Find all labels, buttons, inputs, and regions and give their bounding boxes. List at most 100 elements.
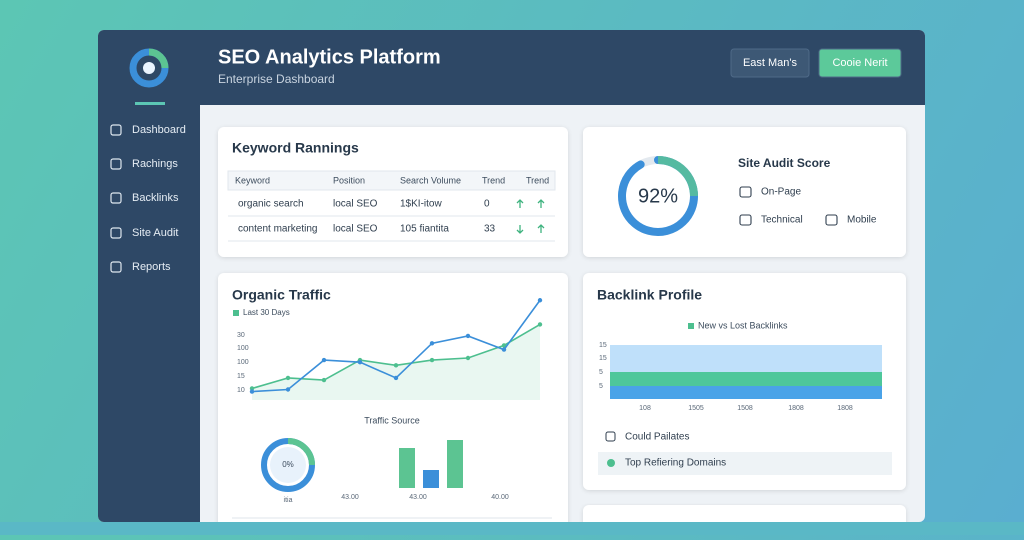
- legend-swatch: [688, 323, 694, 329]
- y-label: 100: [237, 359, 249, 366]
- y-label: 15: [599, 355, 607, 362]
- point: [321, 377, 327, 383]
- band: [610, 386, 882, 399]
- donut-inner: [270, 447, 306, 483]
- button-label: East Man's: [743, 57, 798, 69]
- point: [393, 363, 399, 368]
- card: [583, 127, 906, 257]
- button[interactable]: [730, 48, 810, 78]
- logo-accent: [148, 48, 169, 69]
- legend-swatch: [233, 310, 239, 316]
- trend-arrow: [516, 199, 524, 208]
- column-header: Search Volume: [400, 175, 461, 185]
- bar: [399, 448, 415, 488]
- item-icon: [825, 214, 838, 226]
- logo-core: [143, 62, 155, 74]
- point: [285, 387, 291, 392]
- card-title: Organic Traffic: [232, 287, 331, 303]
- point: [321, 357, 327, 363]
- donut-label: 0%: [282, 460, 294, 469]
- trend-arrow: [537, 224, 545, 233]
- table-cell: local SEO: [333, 224, 378, 235]
- card-title: Keyword Rannings: [232, 140, 359, 156]
- audit-item: Mobile: [847, 215, 877, 226]
- table-cell: local SEO: [333, 199, 378, 210]
- table-cell: 105 fiantita: [400, 224, 449, 235]
- point: [537, 322, 543, 327]
- nav-icon: [110, 158, 122, 170]
- nav-item[interactable]: Dashboard: [132, 124, 186, 136]
- legend-label: New vs Lost Backlinks: [698, 320, 788, 330]
- table-cell: organic search: [238, 199, 304, 210]
- card-title: Backlink Profile: [597, 287, 702, 303]
- audit-item: Technical: [761, 215, 803, 226]
- point: [465, 355, 471, 361]
- row-icon: [607, 459, 615, 467]
- nav-icon: [110, 261, 122, 273]
- item-icon: [739, 186, 752, 198]
- section-title: Traffic Source: [364, 415, 420, 425]
- sidebar: [98, 105, 200, 522]
- nav-item[interactable]: Backlinks: [132, 192, 179, 204]
- logo-underline: [135, 102, 165, 105]
- x-label: 108: [639, 405, 651, 412]
- point: [501, 343, 507, 348]
- button-label: Cooie Nerit: [832, 57, 887, 69]
- table-cell: 0: [484, 199, 490, 210]
- x-label: 1808: [837, 405, 853, 412]
- y-label: 30: [237, 332, 245, 339]
- column-header: Trend: [526, 175, 549, 185]
- nav-item[interactable]: Site Audit: [132, 227, 178, 239]
- column-header: Trend: [482, 175, 505, 185]
- backdrop-edge: [0, 522, 1024, 535]
- table-cell: 1$KI-itow: [400, 199, 442, 210]
- card-title: Site Audit Score: [738, 156, 831, 170]
- nav-icon: [110, 124, 122, 136]
- list-item: Top Refiering Domains: [625, 458, 726, 469]
- point: [429, 341, 435, 346]
- point: [429, 357, 435, 363]
- point: [357, 360, 363, 365]
- header-title: SEO Analytics Platform: [218, 46, 441, 68]
- y-label: 100: [237, 345, 249, 352]
- bar: [447, 440, 463, 488]
- gauge-value: 92%: [638, 185, 678, 207]
- point: [465, 333, 471, 339]
- row-icon: [605, 431, 616, 442]
- nav-item[interactable]: Rachings: [132, 158, 178, 170]
- table-header: [227, 170, 556, 191]
- column-header: Keyword: [235, 175, 270, 185]
- legend-label: Last 30 Days: [243, 308, 290, 317]
- y-label: 10: [237, 387, 245, 394]
- trend-arrow: [537, 199, 545, 208]
- card: [218, 127, 568, 257]
- header-bar: [98, 30, 925, 105]
- point: [537, 298, 543, 303]
- bar: [423, 470, 439, 488]
- row-bg: [598, 452, 892, 475]
- bar-label: 43.00: [341, 494, 359, 501]
- bar-label: 43.00: [409, 494, 427, 501]
- trend-arrow: [516, 225, 524, 234]
- y-label: 5: [599, 369, 603, 376]
- nav-item[interactable]: Reports: [132, 261, 171, 273]
- button[interactable]: [818, 48, 902, 78]
- x-label: 1808: [788, 405, 804, 412]
- nav-icon: [110, 227, 122, 239]
- y-label: 15: [599, 342, 607, 349]
- point: [393, 375, 399, 381]
- donut-caption: itia: [284, 497, 293, 504]
- band: [610, 372, 882, 386]
- item-icon: [739, 214, 752, 226]
- header-subtitle: Enterprise Dashboard: [218, 72, 335, 86]
- list-item: Could Pailates: [625, 432, 689, 443]
- band: [610, 345, 882, 372]
- point: [285, 375, 291, 381]
- x-label: 1505: [688, 405, 704, 412]
- bar-label: 40.00: [491, 494, 509, 501]
- donut-accent: [287, 438, 315, 466]
- audit-item: On-Page: [761, 187, 801, 198]
- y-label: 5: [599, 383, 603, 390]
